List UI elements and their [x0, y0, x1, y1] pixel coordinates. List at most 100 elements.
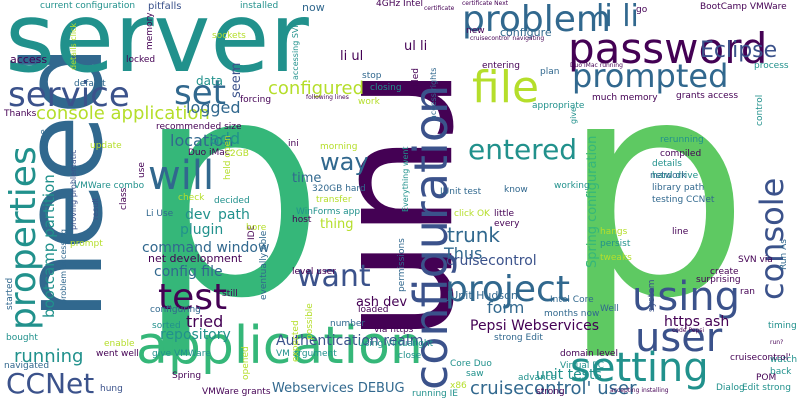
- word-want: want: [297, 259, 371, 294]
- word-surprising: surprising: [696, 275, 741, 285]
- word-plugin: plugin: [180, 222, 224, 238]
- word-now: now: [302, 1, 325, 14]
- word-unit-tests: unit tests: [536, 367, 602, 383]
- word-p-right: p: [560, 15, 751, 364]
- word-click-OK: click OK: [454, 209, 490, 219]
- word-sorted: sorted: [152, 321, 181, 331]
- word-every: every: [494, 219, 520, 229]
- word-console-application: console application: [36, 103, 210, 124]
- word-hard-drive: hard drive: [652, 171, 699, 181]
- word-memory: memory: [145, 12, 155, 50]
- word-cruisecontrol-navigating: cruisecontrol' navigating: [470, 35, 545, 42]
- word-timing: timing: [768, 321, 797, 331]
- word-library-path: library path: [652, 183, 705, 193]
- word-number: number: [330, 319, 366, 329]
- word-control: control: [755, 94, 765, 126]
- word-prompted: prompted: [572, 57, 729, 95]
- word-expected: expected: [291, 320, 301, 362]
- word-working: working: [554, 181, 590, 191]
- word-data: data: [196, 74, 224, 88]
- word-thing: thing: [320, 217, 354, 232]
- word-password: password: [568, 24, 768, 73]
- word-installed: installed: [240, 1, 279, 11]
- word-problem-accessing: problem accessing: [59, 229, 68, 304]
- word-tried: tried: [186, 312, 224, 331]
- word-decided: decided: [214, 196, 250, 206]
- word-compiled: compiled: [660, 149, 702, 159]
- word-proving-problematic: proving problematic: [69, 149, 78, 231]
- word-Core-Duo: Core Duo: [450, 359, 492, 369]
- word-grants-access: grants access: [676, 91, 739, 101]
- word-following-lines: following lines: [306, 94, 349, 101]
- word-Spring-configuration: Spring configuration: [585, 135, 600, 268]
- word-Duo-iMac-running: Duo iMac running: [570, 62, 623, 69]
- word-watch: watch: [770, 355, 798, 365]
- word-much-memory: much memory: [592, 93, 658, 103]
- word-BootCamp-VMWare: BootCamp VMWare: [700, 2, 787, 12]
- word-Edit-strong: Edit strong: [742, 383, 791, 393]
- word-still: still: [222, 289, 238, 299]
- word-months-now: months now: [544, 309, 600, 319]
- word-network: network: [650, 171, 687, 181]
- word-location: location: [170, 131, 234, 150]
- word-ash-dev: ash dev: [356, 295, 408, 310]
- word-result: result: [91, 197, 100, 220]
- word-VMWare-combo: VMWare combo: [74, 181, 145, 191]
- word-Using-Virtual: Using Virtual: [358, 339, 416, 349]
- word-go: go: [636, 5, 648, 15]
- word-host: host: [292, 215, 312, 225]
- word-Intel-Core: Intel Core: [550, 295, 594, 305]
- word-Webservices-DEBUG: Webservices DEBUG: [272, 381, 405, 396]
- word-opened: opened: [241, 346, 251, 380]
- word-running-IE: running IE: [412, 389, 458, 399]
- word-2GB: 2GB: [230, 149, 249, 159]
- word-use: use: [137, 162, 147, 178]
- word-details: details: [652, 159, 682, 169]
- word-saw: saw: [466, 369, 484, 379]
- word-code-Pepsi: code Pepsi: [672, 327, 705, 334]
- word-level-user: level user: [292, 267, 336, 277]
- word-via-https: via https: [374, 325, 414, 335]
- word-loaded: loaded: [358, 305, 389, 315]
- word-held-open: held open: [223, 135, 233, 180]
- word-seem: seem: [229, 62, 244, 98]
- word-p-center: p: [135, 15, 326, 364]
- word-bore: bore: [246, 223, 267, 233]
- word-logged: logged: [186, 98, 241, 117]
- word-persist: persist: [600, 239, 631, 249]
- word-strong-Edit: strong Edit: [494, 333, 543, 343]
- word-JUnit-test: JUnit test: [440, 187, 482, 197]
- word-hangs: hangs: [600, 227, 628, 237]
- word-config-file: config file: [154, 264, 223, 280]
- word-navigated: navigated: [4, 361, 50, 371]
- word-320GB-hard: 320GB hard: [312, 184, 366, 194]
- word-prompt: prompt: [70, 239, 103, 249]
- word-domain-level: domain level: [560, 349, 618, 359]
- word-certificate-Next: certificate Next: [462, 0, 509, 7]
- word-repository: repository: [160, 327, 231, 343]
- word-enable: enable: [104, 339, 135, 349]
- word-right: right: [412, 339, 434, 349]
- word-problem: problem: [462, 0, 611, 40]
- word-ini: ini: [288, 139, 299, 149]
- word-entered: entered: [468, 133, 578, 166]
- word-Virtual-PC: Virtual PC: [560, 361, 604, 371]
- word-tweaks: tweaks: [600, 253, 632, 263]
- word-recommended-size: recommended size: [156, 122, 242, 132]
- word-run-question: run?: [770, 339, 784, 346]
- word-closing: closing: [370, 83, 402, 93]
- word-set: set: [174, 73, 226, 113]
- word-plan: plan: [540, 67, 560, 77]
- word-transfer: transfer: [316, 195, 352, 205]
- word-new: new: [466, 26, 485, 36]
- word-ul-li: ul li: [404, 39, 428, 54]
- word-x86: x86: [450, 381, 467, 391]
- word-close: close: [398, 351, 422, 361]
- word-access-rights: access rights: [429, 67, 438, 120]
- word-permissions: permissions: [397, 238, 407, 292]
- word-server: server: [5, 0, 309, 94]
- word-li-li: li li: [596, 0, 639, 34]
- word-create: create: [710, 267, 739, 277]
- word-POM: POM: [756, 373, 777, 383]
